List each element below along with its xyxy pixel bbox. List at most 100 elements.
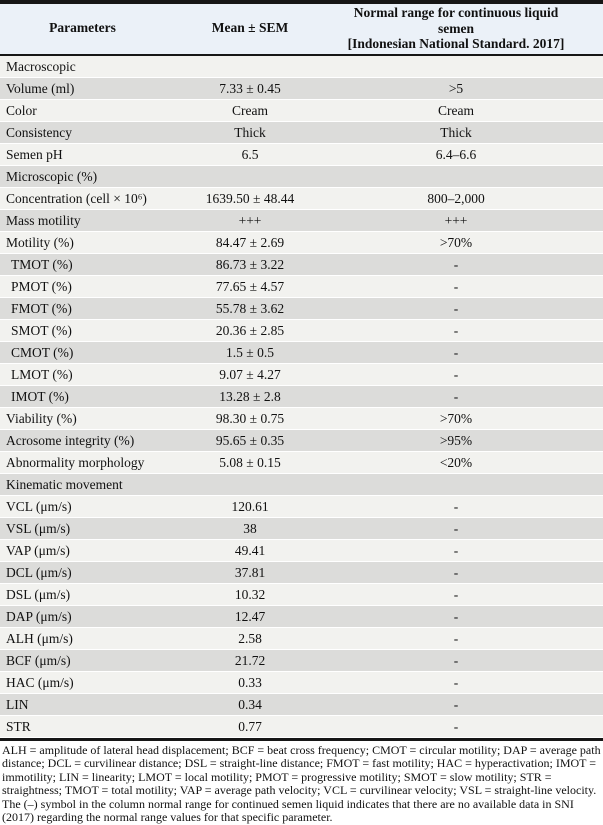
normal-range-cell: >5 bbox=[448, 80, 464, 96]
table-row: CMOT (%) 1.5 ± 0.5 - bbox=[0, 341, 603, 364]
mean-sem-cell: 10.32 bbox=[234, 586, 266, 602]
table-row: IMOT (%) 13.28 ± 2.8 - bbox=[0, 385, 603, 408]
parameter-cell: BCF (μm/s) bbox=[6, 652, 71, 668]
mean-sem-cell: +++ bbox=[238, 212, 262, 228]
parameter-cell: DAP (μm/s) bbox=[6, 608, 72, 624]
table-row: STR 0.77 - bbox=[0, 715, 603, 738]
table-row: Mass motility +++ +++ bbox=[0, 209, 603, 232]
section-row: Microscopic (%) bbox=[0, 165, 603, 188]
table-body: Macroscopic Volume (ml) 7.33 ± 0.45 >5 Color… bbox=[0, 55, 603, 738]
parameter-cell: Abnormality morphology bbox=[6, 454, 145, 470]
table-row: Consistency Thick Thick bbox=[0, 121, 603, 144]
table-row: Volume (ml) 7.33 ± 0.45 >5 bbox=[0, 77, 603, 100]
mean-sem-cell bbox=[165, 166, 335, 187]
mean-sem-cell: 1.5 ± 0.5 bbox=[226, 344, 274, 360]
table-row: Abnormality morphology 5.08 ± 0.15 <20% bbox=[0, 451, 603, 474]
mean-sem-cell: 95.65 ± 0.35 bbox=[215, 432, 285, 448]
normal-range-cell: - bbox=[453, 366, 459, 382]
column-header-normal-range-line2: [Indonesian National Standard. 2017] bbox=[347, 36, 565, 51]
footnote-abbreviations: ALH = amplitude of lateral head displace… bbox=[2, 742, 601, 797]
parameter-cell: ALH (μm/s) bbox=[6, 630, 73, 646]
parameter-cell: Viability (%) bbox=[6, 410, 77, 426]
column-header-normal-range: Normal range for continuous liquid semen… bbox=[335, 5, 603, 52]
normal-range-cell: - bbox=[453, 322, 459, 338]
parameter-cell: PMOT (%) bbox=[11, 278, 72, 294]
table-row: DSL (μm/s) 10.32 - bbox=[0, 583, 603, 606]
mean-sem-cell: 1639.50 ± 48.44 bbox=[205, 190, 295, 206]
mean-sem-cell: 2.58 bbox=[238, 630, 262, 646]
parameter-cell: Motility (%) bbox=[6, 234, 74, 250]
parameter-cell: DSL (μm/s) bbox=[6, 586, 71, 602]
table-row: VCL (μm/s) 120.61 - bbox=[0, 495, 603, 518]
parameter-cell: Microscopic (%) bbox=[6, 168, 98, 184]
parameter-cell: VAP (μm/s) bbox=[6, 542, 70, 558]
normal-range-cell: - bbox=[453, 300, 459, 316]
mean-sem-cell: 98.30 ± 0.75 bbox=[215, 410, 285, 426]
mean-sem-cell: Cream bbox=[232, 102, 268, 118]
mean-sem-cell: 84.47 ± 2.69 bbox=[215, 234, 285, 250]
parameter-cell: CMOT (%) bbox=[11, 344, 74, 360]
table-header-row: Parameters Mean ± SEM Normal range for c… bbox=[0, 4, 603, 56]
normal-range-cell: - bbox=[453, 278, 459, 294]
normal-range-cell: - bbox=[453, 520, 459, 536]
normal-range-cell: - bbox=[453, 256, 459, 272]
table-row: VSL (μm/s) 38 - bbox=[0, 517, 603, 540]
table-row: Motility (%) 84.47 ± 2.69 >70% bbox=[0, 231, 603, 254]
table-row: LMOT (%) 9.07 ± 4.27 - bbox=[0, 363, 603, 386]
table-row: Viability (%) 98.30 ± 0.75 >70% bbox=[0, 407, 603, 430]
normal-range-cell: - bbox=[453, 542, 459, 558]
parameter-cell: Acrosome integrity (%) bbox=[6, 432, 135, 448]
table-row: HAC (μm/s) 0.33 - bbox=[0, 671, 603, 694]
mean-sem-cell: 13.28 ± 2.8 bbox=[219, 388, 281, 404]
normal-range-cell: - bbox=[453, 344, 459, 360]
mean-sem-cell: 0.34 bbox=[238, 696, 262, 712]
parameter-cell: DCL (μm/s) bbox=[6, 564, 72, 580]
mean-sem-cell: 5.08 ± 0.15 bbox=[219, 454, 281, 470]
normal-range-cell: 6.4–6.6 bbox=[435, 146, 477, 162]
table-row: FMOT (%) 55.78 ± 3.62 - bbox=[0, 297, 603, 320]
table-row: Concentration (cell × 10⁶) 1639.50 ± 48.4… bbox=[0, 187, 603, 210]
mean-sem-cell: 20.36 ± 2.85 bbox=[215, 322, 285, 338]
mean-sem-cell: 7.33 ± 0.45 bbox=[219, 80, 281, 96]
column-header-parameters: Parameters bbox=[49, 20, 116, 36]
normal-range-cell: <20% bbox=[439, 454, 473, 470]
table-row: SMOT (%) 20.36 ± 2.85 - bbox=[0, 319, 603, 342]
table-row: PMOT (%) 77.65 ± 4.57 - bbox=[0, 275, 603, 298]
mean-sem-cell: 12.47 bbox=[234, 608, 266, 624]
parameter-cell: Semen pH bbox=[6, 146, 63, 162]
normal-range-cell bbox=[335, 56, 603, 77]
table-row: ALH (μm/s) 2.58 - bbox=[0, 627, 603, 650]
normal-range-cell: >70% bbox=[439, 234, 473, 250]
footnotes: ALH = amplitude of lateral head displace… bbox=[0, 741, 603, 825]
normal-range-cell: 800–2,000 bbox=[427, 190, 485, 206]
mean-sem-cell bbox=[165, 474, 335, 495]
section-row: Kinematic movement bbox=[0, 473, 603, 496]
parameter-cell: SMOT (%) bbox=[11, 322, 72, 338]
normal-range-cell: - bbox=[453, 652, 459, 668]
parameter-cell: Mass motility bbox=[6, 212, 81, 228]
mean-sem-cell: Thick bbox=[234, 124, 266, 140]
parameter-cell: Kinematic movement bbox=[6, 476, 123, 492]
table-row: DAP (μm/s) 12.47 - bbox=[0, 605, 603, 628]
column-header-mean-sem: Mean ± SEM bbox=[211, 20, 289, 36]
normal-range-cell: Cream bbox=[438, 102, 474, 118]
normal-range-cell bbox=[335, 474, 603, 495]
normal-range-cell: - bbox=[453, 630, 459, 646]
semen-parameters-table: Parameters Mean ± SEM Normal range for c… bbox=[0, 0, 603, 741]
normal-range-cell: - bbox=[453, 718, 459, 734]
parameter-cell: Color bbox=[6, 102, 37, 118]
parameter-cell: VCL (μm/s) bbox=[6, 498, 72, 514]
normal-range-cell: Thick bbox=[440, 124, 472, 140]
parameter-cell: STR bbox=[6, 718, 31, 734]
mean-sem-cell: 0.77 bbox=[238, 718, 262, 734]
footnote-dash-symbol: The (–) symbol in the column normal rang… bbox=[2, 796, 574, 824]
parameter-cell: LMOT (%) bbox=[11, 366, 73, 382]
parameter-cell: TMOT (%) bbox=[11, 256, 73, 272]
normal-range-cell: - bbox=[453, 674, 459, 690]
normal-range-cell: - bbox=[453, 608, 459, 624]
table-row: DCL (μm/s) 37.81 - bbox=[0, 561, 603, 584]
mean-sem-cell: 49.41 bbox=[234, 542, 266, 558]
mean-sem-cell: 21.72 bbox=[234, 652, 266, 668]
mean-sem-cell: 6.5 bbox=[241, 146, 259, 162]
table-row: LIN 0.34 - bbox=[0, 693, 603, 716]
